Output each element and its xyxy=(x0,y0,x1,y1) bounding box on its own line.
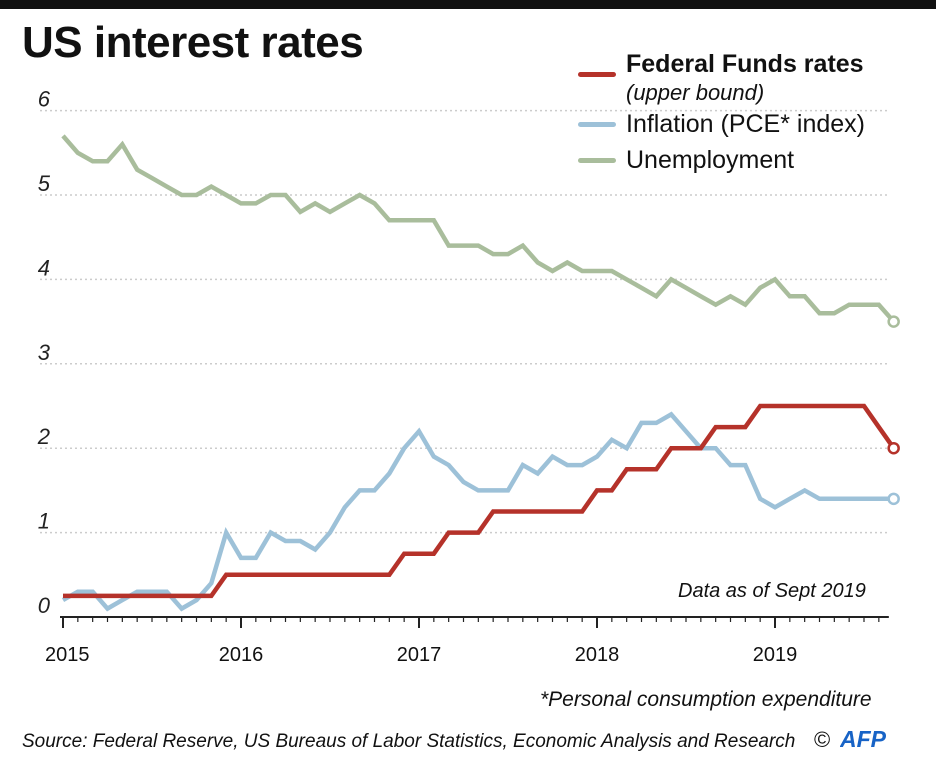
legend-label-inflation: Inflation (PCE* index) xyxy=(626,110,866,138)
legend-label-unemployment: Unemployment xyxy=(626,146,795,174)
series-endpoint-inflation xyxy=(887,492,900,506)
y-tick-label-2: 2 xyxy=(37,424,50,449)
x-tick-label-2018: 2018 xyxy=(575,644,620,666)
x-tick-label-2017: 2017 xyxy=(397,644,442,666)
y-tick-label-1: 1 xyxy=(38,509,50,534)
x-tick-label-2016: 2016 xyxy=(219,644,264,666)
afp-logo: AFP xyxy=(840,728,887,750)
series-endpoint-unemployment xyxy=(887,315,900,328)
legend-sublabel-fed: (upper bound) xyxy=(626,80,765,105)
legend-label-fed: Federal Funds rates xyxy=(626,50,864,78)
footnote: *Personal consumption expenditure xyxy=(540,688,872,711)
y-tick-label-5: 5 xyxy=(38,171,51,196)
chart-title: US interest rates xyxy=(22,18,364,67)
x-tick-label-2015: 2015 xyxy=(45,644,90,666)
series-line-unemployment xyxy=(61,134,896,324)
y-tick-label-0: 0 xyxy=(38,593,51,618)
copyright-symbol: © xyxy=(814,727,831,752)
afp-logo-text: AFP xyxy=(840,728,887,750)
legend-swatch-fed xyxy=(578,72,616,77)
legend-swatch-inflation xyxy=(578,122,616,127)
top-rule xyxy=(0,0,936,9)
source-note: Source: Federal Reserve, US Bureaus of L… xyxy=(22,731,796,752)
legend-swatch-unemployment xyxy=(578,158,616,163)
y-tick-label-3: 3 xyxy=(38,340,51,365)
x-tick-label-2019: 2019 xyxy=(753,644,798,666)
series-line-fed xyxy=(63,403,896,599)
y-tick-label-4: 4 xyxy=(38,255,50,280)
y-tick-label-6: 6 xyxy=(38,87,51,112)
data-as-of-note: Data as of Sept 2019 xyxy=(678,580,866,602)
series-endpoint-fed xyxy=(887,441,900,455)
